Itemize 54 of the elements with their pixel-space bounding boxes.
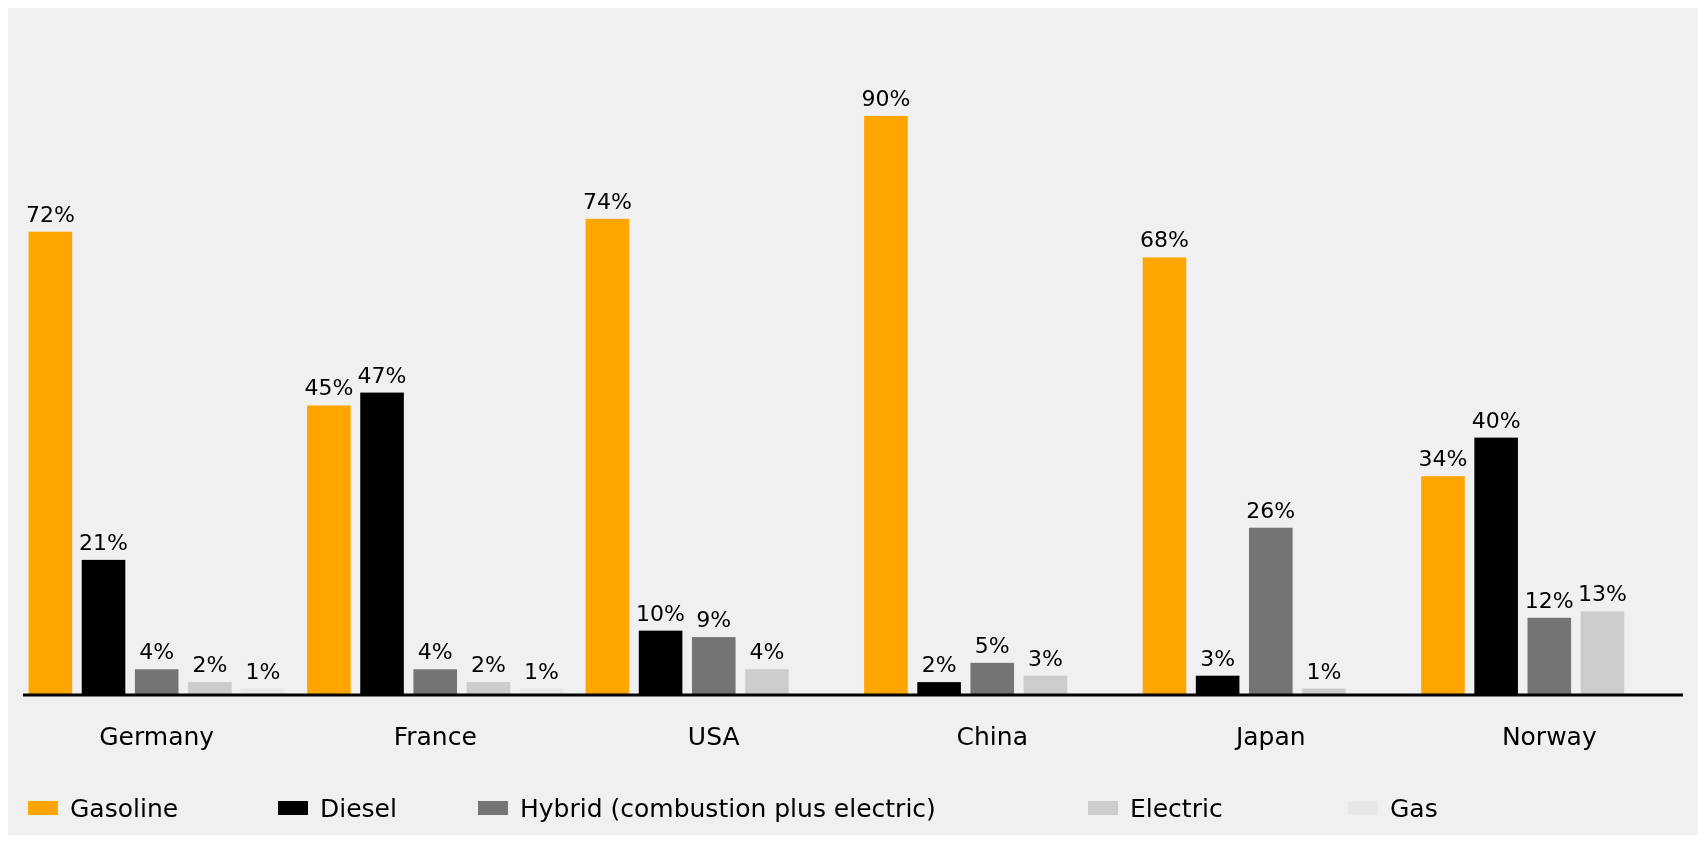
x-tick-label: France xyxy=(393,722,477,751)
bar xyxy=(864,115,908,695)
data-label: 12% xyxy=(1524,587,1574,613)
x-tick-label: Japan xyxy=(1233,722,1306,751)
bar xyxy=(1248,527,1293,695)
data-label: 2% xyxy=(921,652,957,678)
data-label: 72% xyxy=(25,201,75,227)
legend-label: Gasoline xyxy=(70,794,179,823)
data-label: 4% xyxy=(139,639,175,665)
data-label: 34% xyxy=(1418,446,1468,472)
bar xyxy=(413,669,458,695)
data-label: 47% xyxy=(357,362,407,388)
bar xyxy=(188,682,232,695)
bar xyxy=(134,669,179,695)
data-label: 21% xyxy=(79,529,128,555)
bar xyxy=(307,405,351,695)
data-label: 40% xyxy=(1471,407,1521,433)
data-label: 3% xyxy=(1200,645,1236,671)
legend-label: Hybrid (combustion plus electric) xyxy=(520,794,936,823)
x-tick-label: Germany xyxy=(99,722,215,751)
bar xyxy=(466,682,511,695)
data-label: 2% xyxy=(192,652,228,678)
data-label: 1% xyxy=(1306,658,1342,684)
bar xyxy=(691,637,736,695)
data-label: 2% xyxy=(470,652,506,678)
bar xyxy=(1023,675,1068,695)
bar xyxy=(1580,611,1625,695)
bar xyxy=(745,669,789,695)
x-tick-label: China xyxy=(956,722,1028,751)
data-label: 3% xyxy=(1027,645,1063,671)
data-label: 4% xyxy=(417,639,453,665)
data-label: 26% xyxy=(1246,497,1296,523)
legend-label: Diesel xyxy=(320,794,397,823)
bar xyxy=(970,662,1015,695)
bar xyxy=(1142,257,1187,695)
data-label: 90% xyxy=(861,85,911,111)
legend-label: Gas xyxy=(1390,794,1438,823)
bar xyxy=(585,218,630,695)
data-label: 74% xyxy=(582,188,632,214)
bar xyxy=(1421,476,1465,695)
x-tick-label: USA xyxy=(687,722,740,751)
data-label: 68% xyxy=(1140,227,1189,253)
bar xyxy=(28,231,73,695)
data-label: 1% xyxy=(245,658,281,684)
bar xyxy=(1527,617,1572,695)
data-label: 10% xyxy=(636,600,686,626)
data-label: 13% xyxy=(1578,581,1627,607)
data-label: 45% xyxy=(304,375,354,401)
x-tick-label: Norway xyxy=(1501,722,1597,751)
data-label: 1% xyxy=(524,658,559,684)
data-label: 9% xyxy=(696,607,732,633)
data-label: 4% xyxy=(749,639,785,665)
legend-label: Electric xyxy=(1130,794,1223,823)
data-label: 5% xyxy=(974,632,1010,658)
